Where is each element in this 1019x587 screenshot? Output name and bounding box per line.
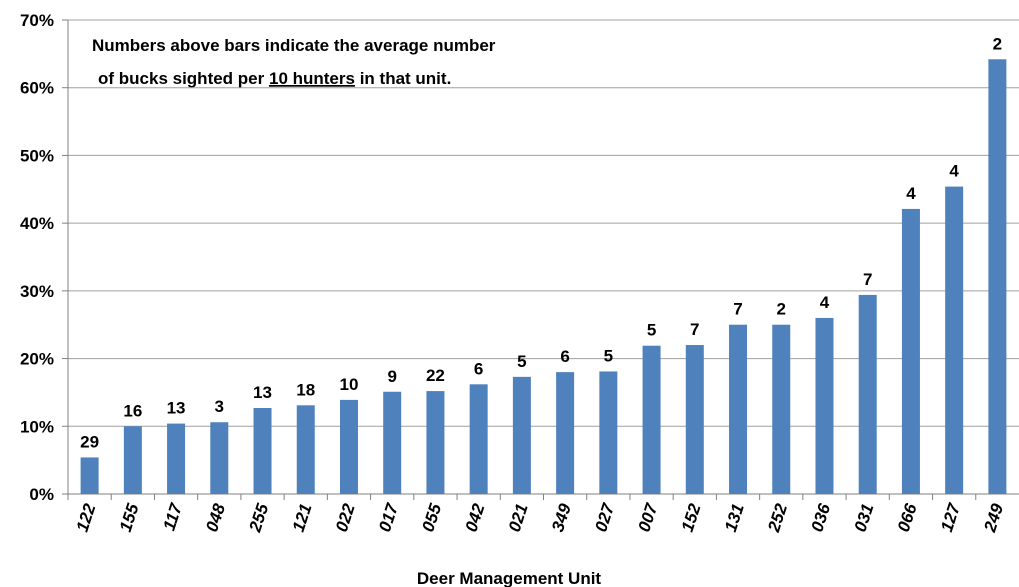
bar-label: 2 — [993, 34, 1002, 53]
bar-label: 5 — [647, 321, 656, 340]
bar-label: 4 — [949, 162, 959, 181]
bar — [296, 405, 315, 494]
bar — [210, 422, 229, 494]
x-tick-label: 066 — [894, 501, 921, 534]
x-tick-label: 017 — [375, 500, 402, 534]
x-tick-label: 036 — [807, 501, 834, 534]
x-tick-label: 021 — [505, 501, 532, 534]
bar-label: 10 — [340, 375, 359, 394]
y-tick-label: 50% — [20, 146, 54, 165]
y-tick-label: 0% — [29, 485, 54, 504]
bar-label: 3 — [215, 397, 224, 416]
bar — [815, 317, 834, 494]
annotation-part: 10 hunters — [269, 69, 355, 88]
x-tick-label: 127 — [937, 500, 964, 534]
x-tick-label: 349 — [548, 501, 575, 534]
bar-label: 18 — [296, 380, 315, 399]
bar — [988, 59, 1007, 494]
bar — [339, 399, 358, 494]
x-axis-title: Deer Management Unit — [417, 569, 602, 587]
x-tick-label: 117 — [159, 500, 186, 533]
bar — [599, 371, 618, 494]
x-tick-label: 022 — [332, 501, 359, 534]
annotation-part: in that unit. — [360, 69, 452, 88]
bar — [858, 294, 877, 494]
bar — [383, 391, 402, 494]
bar-label: 5 — [517, 352, 526, 371]
y-tick-label: 70% — [20, 11, 54, 30]
bar-label: 7 — [690, 320, 699, 339]
bar-label: 7 — [733, 300, 742, 319]
x-tick-label: 131 — [721, 501, 748, 534]
bar — [80, 457, 99, 494]
x-tick-label: 255 — [245, 501, 272, 535]
y-tick-label: 30% — [20, 282, 54, 301]
bar-label: 5 — [604, 346, 613, 365]
x-tick-label: 042 — [462, 501, 489, 534]
bar — [469, 384, 488, 494]
annotation-part: of bucks sighted per — [98, 69, 265, 88]
bar — [167, 423, 186, 494]
bar-label: 6 — [560, 347, 569, 366]
bar — [901, 208, 920, 494]
bar-label: 4 — [906, 184, 916, 203]
bar — [772, 324, 791, 494]
bar-label: 22 — [426, 366, 445, 385]
x-tick-label: 121 — [289, 501, 316, 534]
annotation: Numbers above bars indicate the average … — [92, 36, 496, 55]
x-tick-label: 152 — [678, 501, 705, 534]
bar — [685, 345, 704, 494]
y-tick-label: 60% — [20, 79, 54, 98]
annotation: of bucks sighted per 10 hunters in that … — [98, 69, 451, 88]
y-tick-label: 40% — [20, 214, 54, 233]
x-tick-label: 055 — [418, 501, 445, 534]
x-tick-label: 252 — [764, 501, 791, 535]
bar-label: 9 — [387, 367, 396, 386]
bar-label: 2 — [777, 300, 786, 319]
x-tick-label: 007 — [635, 500, 662, 534]
x-tick-label: 249 — [980, 501, 1007, 535]
x-tick-label: 031 — [851, 501, 878, 534]
bar — [729, 324, 748, 494]
bar-label: 13 — [167, 399, 186, 418]
bar-label: 29 — [80, 432, 99, 451]
y-tick-label: 10% — [20, 417, 54, 436]
bar-label: 4 — [820, 293, 830, 312]
bar-label: 13 — [253, 383, 272, 402]
bar — [556, 372, 575, 494]
bar-label: 7 — [863, 270, 872, 289]
bar — [123, 426, 142, 494]
x-tick-label: 155 — [116, 501, 143, 534]
bar — [426, 391, 445, 494]
bar-label: 6 — [474, 359, 483, 378]
bar — [253, 408, 272, 494]
x-tick-label: 048 — [202, 501, 229, 534]
y-tick-label: 20% — [20, 350, 54, 369]
bar — [642, 345, 661, 494]
bar — [512, 376, 531, 494]
bar-label: 16 — [123, 401, 142, 420]
x-tick-label: 027 — [591, 500, 618, 534]
bar — [945, 186, 964, 494]
x-tick-label: 122 — [73, 501, 100, 534]
